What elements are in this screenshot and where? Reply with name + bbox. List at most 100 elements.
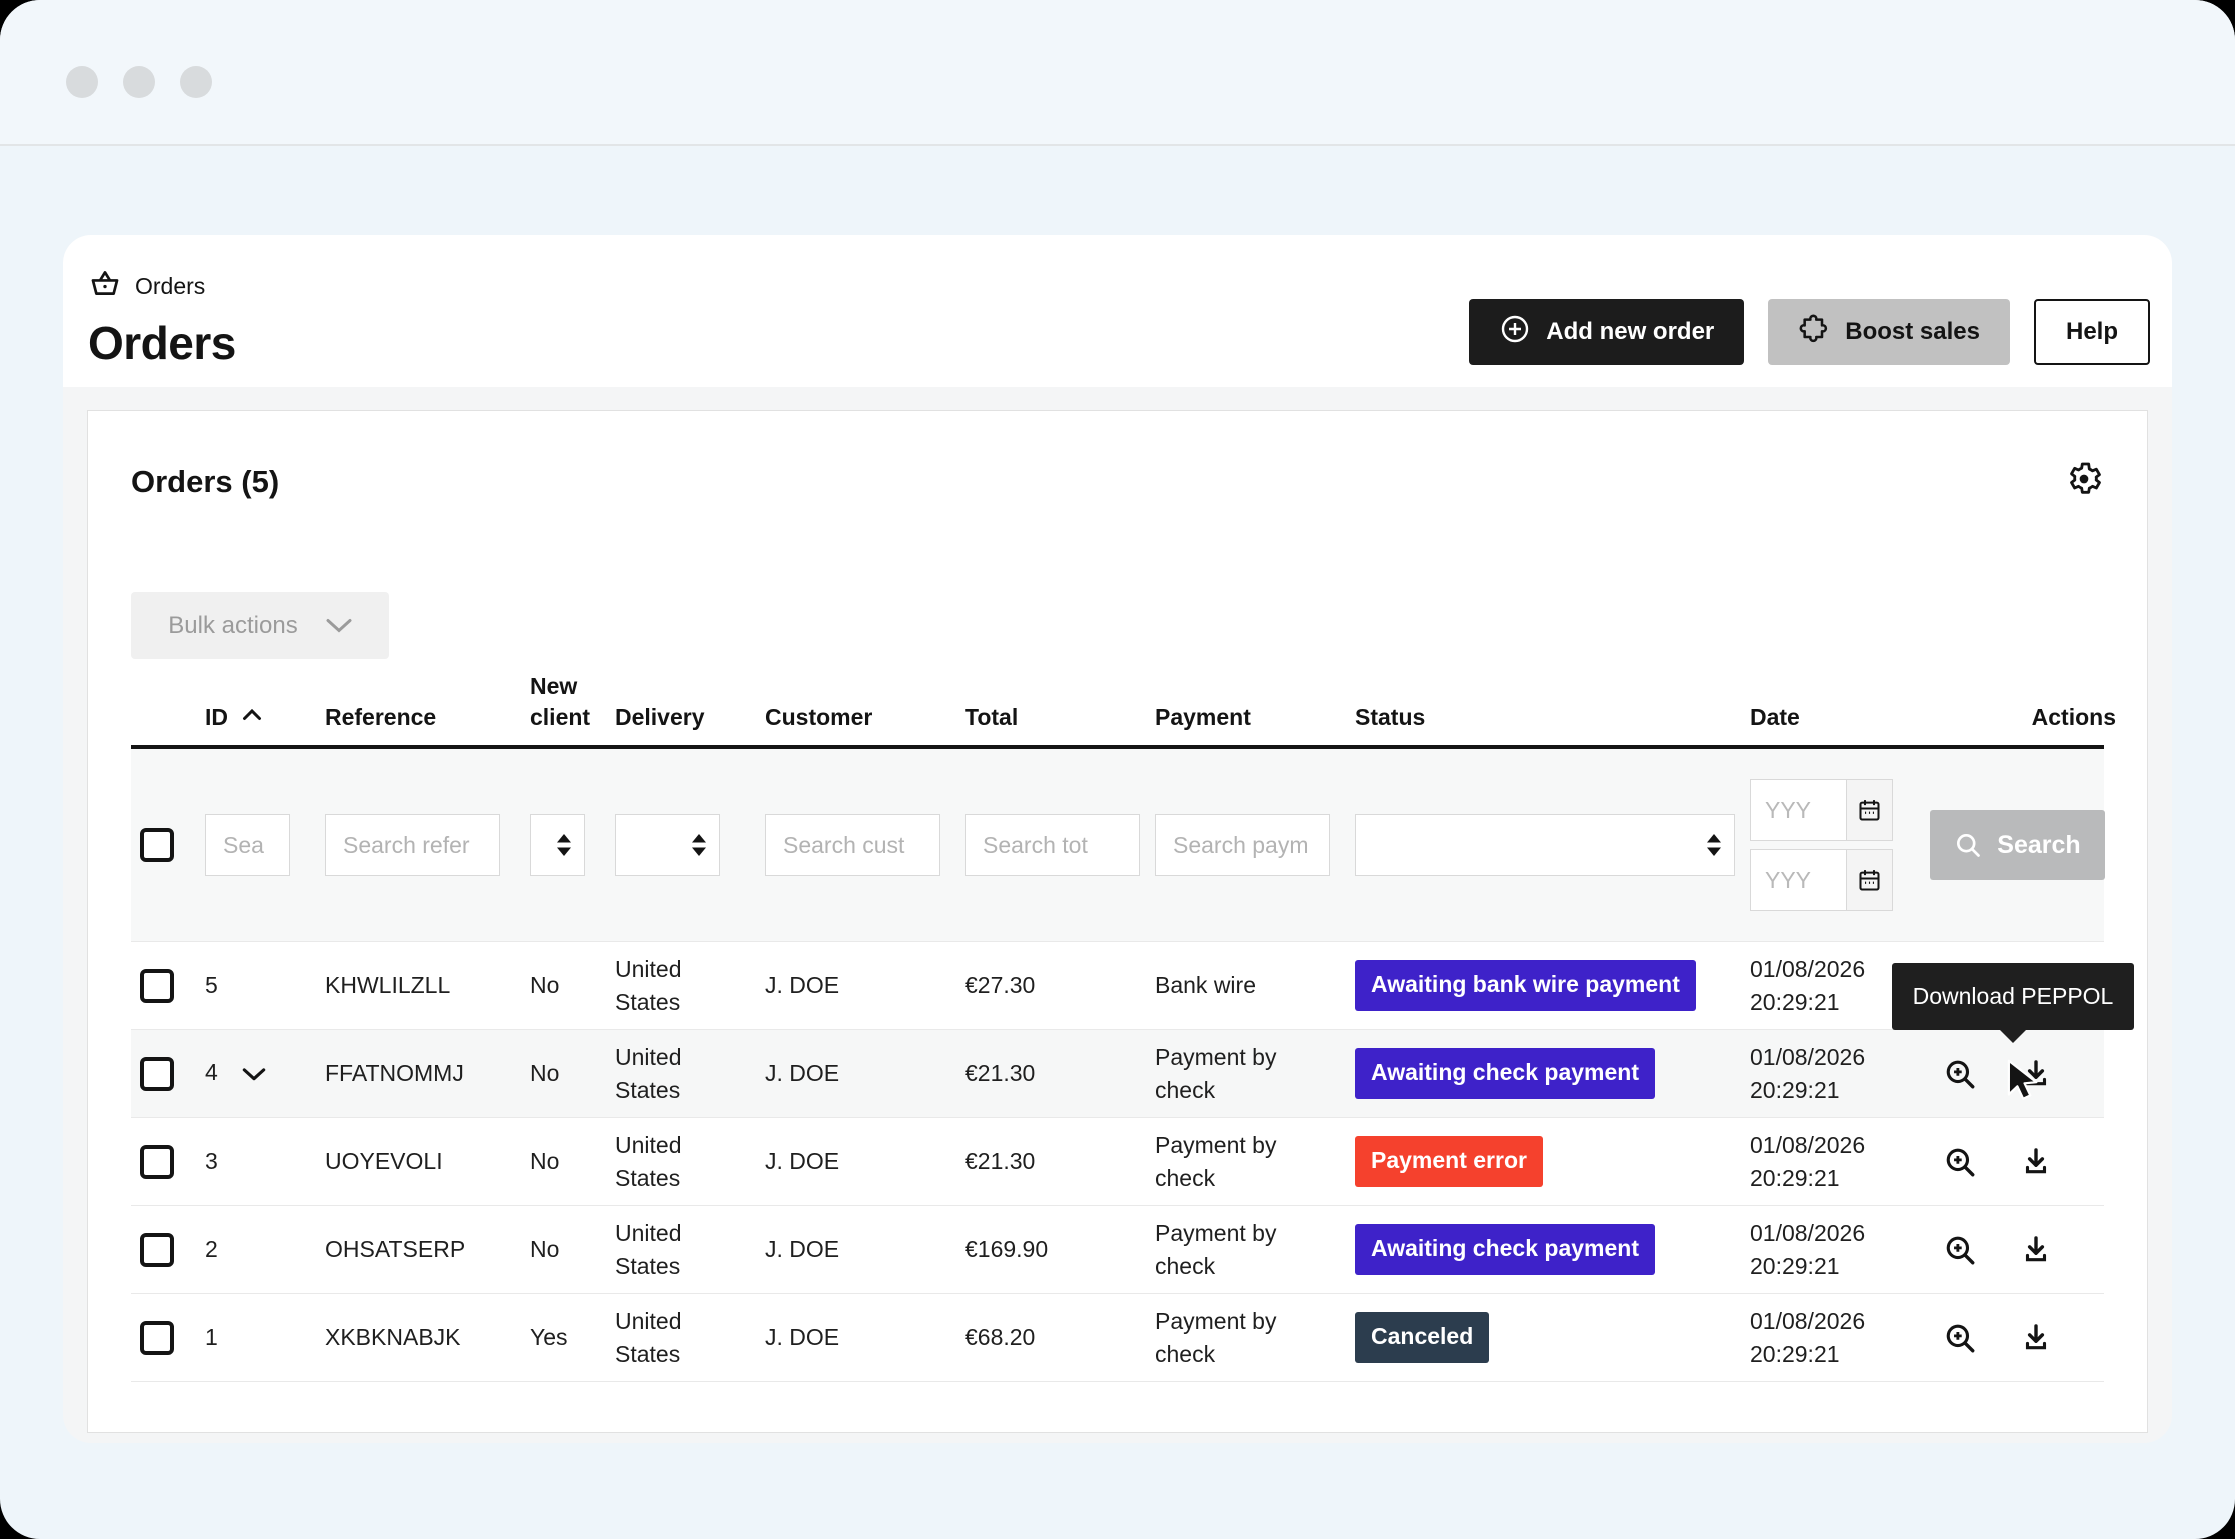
panel-title: Orders (5) — [131, 463, 280, 499]
view-order-icon[interactable] — [1943, 1057, 1977, 1091]
filter-status-select[interactable] — [1355, 814, 1735, 877]
filter-date-to-input[interactable] — [1751, 850, 1846, 911]
cell-reference: XKBKNABJK — [325, 1324, 461, 1351]
breadcrumb[interactable]: Orders — [88, 267, 236, 307]
expand-row-icon[interactable] — [242, 1061, 266, 1087]
download-icon[interactable] — [2019, 1233, 2053, 1267]
window-dot-icon[interactable] — [180, 66, 212, 98]
cell-new-client: Yes — [530, 1324, 568, 1351]
table-row[interactable]: 5 KHWLILZLL No United States J. DOE €27.… — [131, 942, 2104, 1031]
window-dot-icon[interactable] — [123, 66, 155, 98]
cell-customer: J. DOE — [765, 972, 840, 999]
filter-delivery-select[interactable] — [615, 814, 720, 877]
cell-id: 4 — [196, 1056, 316, 1091]
cell-reference: UOYEVOLI — [325, 1148, 443, 1175]
mouse-cursor-icon — [2004, 1058, 2044, 1107]
tooltip-label: Download PEPPOL — [1912, 983, 2114, 1009]
row-checkbox[interactable] — [140, 1232, 174, 1267]
bulk-actions-button[interactable]: Bulk actions — [131, 592, 389, 659]
column-header-customer[interactable]: Customer — [765, 704, 873, 731]
page-card: Orders Orders Add new order — [63, 235, 2172, 1443]
cell-customer: J. DOE — [765, 1148, 840, 1175]
view-order-icon[interactable] — [1943, 1233, 1977, 1267]
status-badge: Awaiting check payment — [1355, 1048, 1655, 1099]
filter-reference-input[interactable] — [325, 814, 500, 877]
date-to-calendar-button[interactable] — [1846, 850, 1892, 911]
column-header-actions: Actions — [2031, 704, 2116, 731]
filter-new-client-select[interactable] — [530, 814, 585, 877]
plus-circle-icon — [1499, 313, 1531, 352]
select-arrows-icon — [557, 834, 571, 857]
cell-delivery: United States — [615, 1043, 682, 1103]
search-button-label: Search — [1997, 830, 2081, 859]
filter-total-input[interactable] — [965, 814, 1140, 877]
orders-panel: Orders (5) Bulk actions — [87, 410, 2148, 1433]
filter-date-range — [1750, 779, 1911, 912]
gear-icon[interactable] — [2064, 459, 2104, 504]
column-header-total[interactable]: Total — [965, 704, 1019, 731]
cell-date: 01/08/2026 20:29:21 — [1750, 1219, 1866, 1279]
row-checkbox[interactable] — [140, 1144, 174, 1179]
cell-total: €68.20 — [965, 1324, 1036, 1351]
cell-date: 01/08/2026 20:29:21 — [1750, 1307, 1866, 1367]
cell-id: 5 — [205, 972, 218, 999]
cell-date: 01/08/2026 20:29:21 — [1750, 955, 1866, 1015]
window-dot-icon[interactable] — [66, 66, 98, 98]
calendar-icon — [1859, 799, 1880, 821]
cell-delivery: United States — [615, 1307, 682, 1367]
search-button[interactable]: Search — [1930, 810, 2105, 881]
filter-date-from-input[interactable] — [1751, 780, 1846, 841]
cell-new-client: No — [530, 972, 560, 999]
row-checkbox[interactable] — [140, 968, 174, 1003]
cell-payment: Payment by check — [1155, 1131, 1277, 1191]
column-header-new-client[interactable]: New client — [530, 673, 591, 731]
view-order-icon[interactable] — [1943, 1145, 1977, 1179]
add-new-order-button[interactable]: Add new order — [1469, 299, 1745, 365]
calendar-icon — [1859, 869, 1880, 891]
status-badge: Awaiting check payment — [1355, 1224, 1655, 1275]
cell-new-client: No — [530, 1236, 560, 1263]
cell-total: €21.30 — [965, 1148, 1036, 1175]
cell-total: €27.30 — [965, 972, 1036, 999]
table-row[interactable]: 2 OHSATSERP No United States J. DOE €169… — [131, 1206, 2104, 1295]
download-icon[interactable] — [2019, 1321, 2053, 1355]
filter-payment-input[interactable] — [1155, 814, 1330, 877]
row-checkbox[interactable] — [140, 1056, 174, 1091]
column-header-payment[interactable]: Payment — [1155, 704, 1251, 731]
browser-chrome — [0, 0, 2235, 146]
cell-customer: J. DOE — [765, 1324, 840, 1351]
boost-sales-label: Boost sales — [1845, 318, 1980, 345]
cell-customer: J. DOE — [765, 1236, 840, 1263]
table-row[interactable]: 3 UOYEVOLI No United States J. DOE €21.3… — [131, 1118, 2104, 1207]
column-header-id[interactable]: ID — [196, 698, 316, 733]
sort-asc-icon — [242, 698, 262, 729]
view-order-icon[interactable] — [1943, 1321, 1977, 1355]
boost-sales-button[interactable]: Boost sales — [1768, 299, 2010, 365]
date-from-calendar-button[interactable] — [1846, 780, 1892, 841]
column-header-date[interactable]: Date — [1750, 704, 1800, 731]
status-badge: Awaiting bank wire payment — [1355, 960, 1696, 1011]
table-header-row: ID Reference New client Delivery Custome… — [131, 659, 2116, 750]
column-header-reference[interactable]: Reference — [325, 704, 437, 731]
cell-total: €169.90 — [965, 1236, 1049, 1263]
bulk-actions-label: Bulk actions — [168, 611, 298, 639]
column-header-status[interactable]: Status — [1355, 704, 1426, 731]
cell-delivery: United States — [615, 1131, 682, 1191]
window-controls — [66, 66, 212, 98]
select-arrows-icon — [692, 834, 706, 857]
column-header-delivery[interactable]: Delivery — [615, 704, 705, 731]
help-button[interactable]: Help — [2033, 299, 2150, 365]
table-row[interactable]: 4 FFATNOMMJ No United States J. DOE €21.… — [131, 1030, 2104, 1119]
cell-new-client: No — [530, 1148, 560, 1175]
select-all-checkbox[interactable] — [140, 828, 174, 863]
download-icon[interactable] — [2019, 1145, 2053, 1179]
cell-reference: KHWLILZLL — [325, 972, 451, 999]
table-row[interactable]: 1 XKBKNABJK Yes United States J. DOE €68… — [131, 1294, 2104, 1383]
filter-id-input[interactable] — [205, 814, 290, 877]
cell-payment: Payment by check — [1155, 1043, 1277, 1103]
download-peppol-tooltip: Download PEPPOL — [1892, 963, 2134, 1043]
row-checkbox[interactable] — [140, 1320, 174, 1355]
filter-row: Search — [131, 749, 2105, 943]
filter-customer-input[interactable] — [765, 814, 940, 877]
